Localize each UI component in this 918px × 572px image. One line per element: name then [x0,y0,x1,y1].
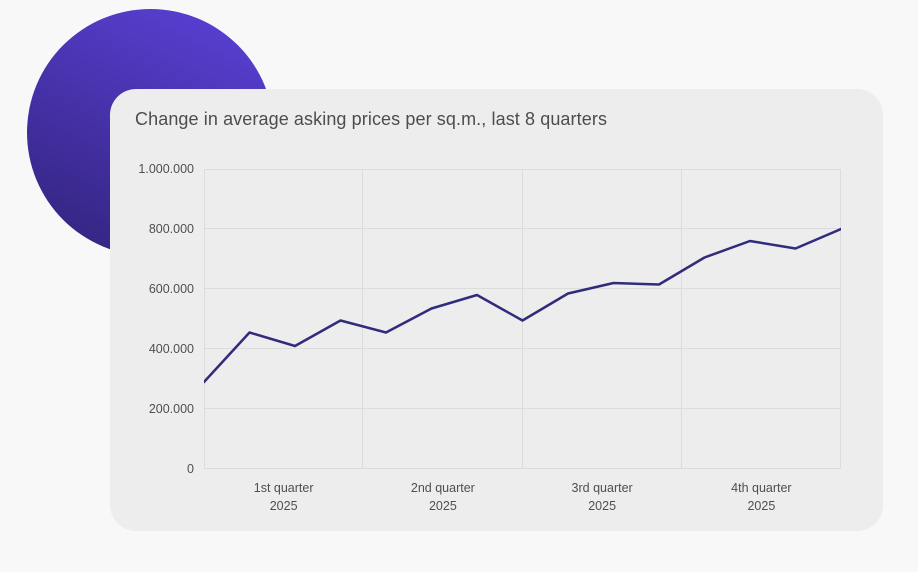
y-axis-tick: 400.000 [148,342,194,356]
x-axis-label: 4th quarter 2025 [731,479,791,515]
x-axis-label-year: 2025 [588,499,617,513]
y-axis-tick: 600.000 [148,282,194,296]
x-axis-label-quarter: 1st quarter [253,481,314,495]
x-axis-label: 2nd quarter 2025 [411,479,475,515]
x-axis-label-quarter: 3rd quarter [571,481,633,495]
x-axis-label-year: 2025 [428,499,457,513]
x-axis-label-quarter: 4th quarter [731,481,792,495]
x-axis-label-year: 2025 [269,499,298,513]
x-axis-label: 3rd quarter 2025 [572,479,633,515]
plot-area [204,169,841,469]
y-axis-tick: 800.000 [148,222,194,236]
y-axis-tick: 200.000 [148,402,194,416]
x-axis-label: 1st quarter 2025 [254,479,314,515]
x-axis-label-year: 2025 [747,499,776,513]
x-axis-label-quarter: 2nd quarter [410,481,475,495]
chart-title: Change in average asking prices per sq.m… [135,109,608,129]
y-axis-tick: 0 [187,462,194,476]
line-chart [204,169,841,469]
y-axis-tick: 1.000.000 [138,162,194,176]
chart-card: Change in average asking prices per sq.m… [110,89,883,531]
